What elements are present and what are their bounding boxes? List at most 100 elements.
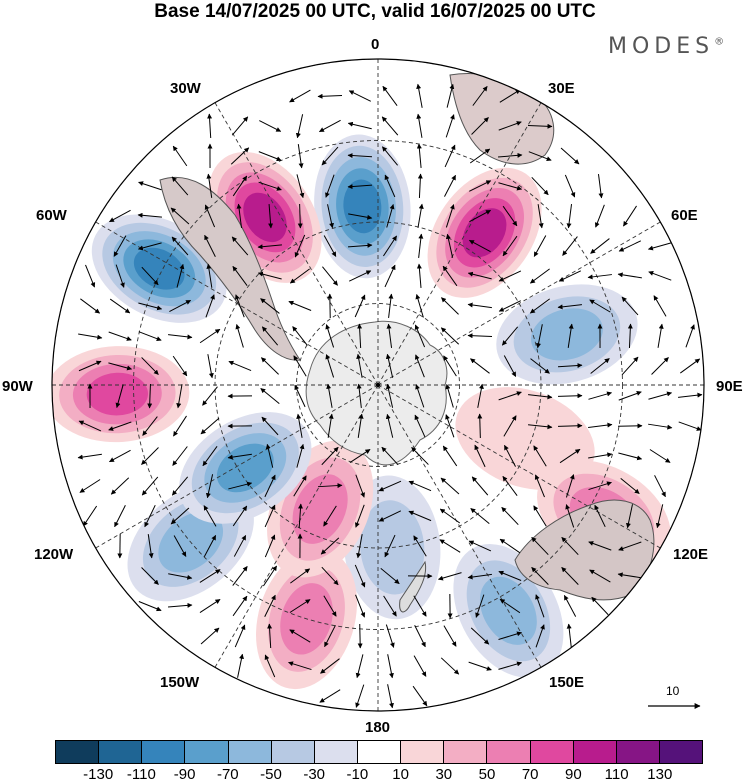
anomaly-contour-0-4	[343, 179, 382, 234]
wind-vector-338	[657, 323, 664, 348]
wind-vector-306	[566, 623, 572, 648]
wind-vector-58	[205, 294, 215, 318]
wind-vector-88	[237, 653, 244, 678]
wind-vector-342	[649, 449, 671, 463]
colorbar-swatch-13	[616, 741, 660, 763]
wind-vector-9	[109, 209, 131, 223]
lon-label-90e: 90E	[716, 378, 743, 395]
lon-label-60w: 60W	[36, 207, 67, 224]
wind-vector-323	[618, 240, 642, 252]
lon-label-150w: 150W	[160, 674, 200, 691]
wind-vector-287	[531, 567, 549, 585]
wind-vector-3	[78, 360, 102, 372]
antarctica-landmass	[305, 320, 448, 466]
wind-vector-81	[227, 453, 252, 460]
wind-vector-143	[320, 537, 340, 555]
wind-vector-255	[498, 182, 523, 191]
wind-vector-251	[468, 661, 492, 671]
wind-vector-193	[416, 143, 422, 168]
wind-vector-34	[141, 567, 159, 585]
wind-vector-285	[533, 505, 547, 527]
wind-vector-60	[207, 354, 214, 379]
wind-vector-8	[82, 505, 98, 527]
wind-vector-225	[440, 477, 460, 495]
wind-vector-128	[317, 93, 343, 99]
wind-vector-170	[382, 85, 398, 106]
wind-vector-117	[293, 355, 307, 377]
wind-vector-152	[347, 184, 373, 190]
wind-vector-101	[264, 474, 276, 498]
wind-vector-310	[587, 274, 612, 280]
wind-vector-188	[385, 624, 395, 648]
wind-vector-320	[589, 569, 611, 583]
wind-vector-52	[207, 113, 213, 139]
wind-vector-162	[355, 474, 365, 498]
wind-vector-268	[498, 570, 522, 581]
wind-vector-347	[678, 392, 703, 398]
wind-vector-171	[381, 116, 399, 136]
colorbar-swatch-11	[530, 741, 574, 763]
wind-vector-159	[356, 383, 362, 408]
wind-vector-317	[588, 481, 612, 491]
lon-label-120e: 120E	[673, 546, 709, 563]
wind-vector-314	[588, 391, 613, 400]
wind-vector-345	[685, 324, 695, 348]
colorbar-tick-11: 90	[565, 766, 582, 783]
meridian-line-5	[377, 384, 542, 668]
wind-vector-211	[412, 685, 428, 707]
colorbar-tick-9: 50	[478, 766, 496, 783]
wind-vector-77	[235, 324, 244, 348]
wind-vector-218	[442, 265, 458, 287]
wind-vector-15	[115, 384, 124, 409]
wind-vector-44	[176, 384, 183, 409]
colorbar-tick-8: 30	[435, 766, 453, 783]
wind-vector-119	[296, 413, 303, 438]
colorbar-tick-12: 110	[604, 766, 629, 783]
lon-label-60e: 60E	[671, 207, 698, 224]
wind-vector-125	[289, 599, 311, 613]
wind-vector-241	[470, 358, 490, 374]
graticule	[52, 59, 704, 711]
meridian-line-7	[214, 384, 379, 668]
meridian-line-10	[95, 221, 379, 386]
wind-vector-269	[499, 598, 521, 614]
wind-vector-138	[326, 383, 333, 408]
wind-vector-55	[204, 204, 216, 228]
lon-label-90w: 90W	[2, 378, 33, 395]
wind-vector-197	[416, 263, 422, 288]
wind-vector-176	[384, 264, 396, 288]
wind-vector-289	[535, 624, 545, 648]
map-disc	[52, 59, 704, 711]
wind-vector-240	[467, 333, 493, 339]
wind-vector-153	[348, 213, 373, 220]
wind-vector-180	[385, 383, 394, 408]
wind-vector-167	[357, 623, 363, 649]
colorbar-tick-1: -110	[126, 766, 156, 783]
wind-vector-189	[387, 654, 394, 679]
wind-vector-283	[533, 445, 547, 467]
wind-vector-339	[651, 357, 669, 375]
lon-label-0: 0	[371, 36, 380, 53]
latitude-circle-2	[133, 140, 623, 630]
wind-vector-236	[469, 209, 492, 223]
wind-vector-190	[387, 684, 394, 709]
colorbar-swatch-3	[185, 741, 229, 763]
wind-vector-11	[115, 264, 125, 288]
wind-vector-39	[171, 236, 189, 256]
wind-vector-258	[498, 270, 522, 282]
wind-vector-182	[381, 446, 399, 466]
wind-vector-300	[559, 448, 581, 464]
wind-vector-108	[289, 89, 311, 103]
wind-vector-72	[232, 175, 248, 197]
wind-vector-106	[267, 623, 273, 649]
wind-vector-95	[260, 298, 280, 314]
wind-vector-274	[531, 176, 549, 196]
wind-vector-1	[80, 298, 101, 314]
wind-vector-185	[384, 534, 396, 558]
wind-vector-145	[323, 595, 337, 617]
wind-vector-340	[648, 391, 673, 400]
wind-vector-104	[262, 565, 278, 587]
wind-vector-265	[502, 475, 518, 496]
wind-vector-267	[499, 538, 521, 554]
wind-vector-307	[597, 174, 604, 199]
